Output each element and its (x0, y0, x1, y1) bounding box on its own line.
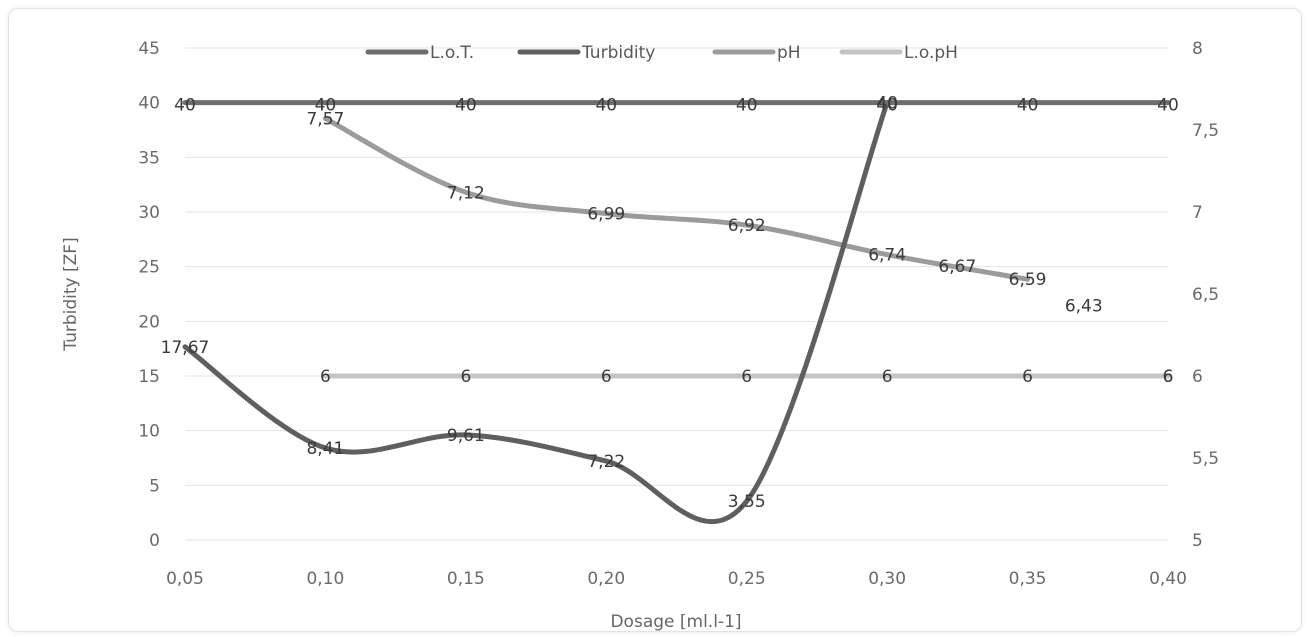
legend-label: L.o.T. (430, 43, 474, 63)
legend-label: Turbidity (581, 43, 655, 63)
data-label-turbidity: 8,41 (306, 439, 344, 459)
data-label-l-o-ph: 6 (1022, 367, 1033, 387)
data-label-l-o-t: 40 (315, 96, 337, 116)
data-label-turbidity: 9,61 (447, 426, 485, 446)
x-tick-label: 0,20 (587, 569, 625, 589)
y-axis-title: Turbidity [ZF] (61, 237, 81, 351)
data-label-l-o-t: 40 (455, 96, 477, 116)
y-tick-label: 35 (138, 148, 160, 168)
y-tick-label: 40 (138, 94, 160, 114)
data-label-extra: 6 (1163, 367, 1174, 387)
x-tick-label: 0,35 (1009, 569, 1047, 589)
y-tick-label: 30 (138, 203, 160, 223)
y2-tick-label: 6,5 (1192, 285, 1219, 305)
y2-tick-label: 8 (1192, 39, 1203, 59)
chart-card (8, 8, 1302, 632)
legend-label: pH (777, 43, 801, 63)
y2-tick-label: 6 (1192, 367, 1203, 387)
data-label-extra: 6,67 (938, 257, 976, 277)
data-label-turbidity: 7,22 (587, 452, 625, 472)
data-label-l-o-t: 40 (1157, 96, 1179, 116)
x-tick-label: 0,25 (728, 569, 766, 589)
y2-tick-label: 7,5 (1192, 121, 1219, 141)
data-label-ph: 6,92 (728, 216, 766, 236)
y2-tick-label: 5 (1192, 531, 1203, 551)
axis-ticks: 0 5 10 15 20 25 30 35 40 45 5 5,5 6 6,5 7 7,5 8 0,05 0,10 0… (138, 39, 1219, 589)
data-label-ph: 6,74 (868, 246, 906, 266)
data-label-l-o-ph: 6 (1163, 367, 1174, 387)
y2-tick-label: 7 (1192, 203, 1203, 223)
data-label-ph: 6,59 (1009, 270, 1047, 290)
y-tick-label: 15 (138, 367, 160, 387)
y-tick-label: 20 (138, 312, 160, 332)
data-label-l-o-t: 40 (595, 96, 617, 116)
y-tick-label: 0 (149, 531, 160, 551)
y-tick-label: 25 (138, 258, 160, 278)
series-line-turbidity (182, 100, 890, 525)
x-tick-label: 0,05 (166, 569, 204, 589)
data-labels: 6 6 6 6 6 6 6 7,57 7,12 6,99 6,92 6,74 6,59 17,67 8,41… (161, 94, 1179, 513)
data-label-ph: 7,57 (306, 110, 344, 130)
series (182, 100, 1171, 525)
data-label-l-o-t: 40 (174, 96, 196, 116)
y-tick-label: 5 (149, 476, 160, 496)
legend-label: L.o.pH (904, 43, 958, 63)
data-label-ph: 6,99 (587, 205, 625, 225)
data-label-turbidity: 17,67 (161, 338, 210, 358)
y-tick-label: 45 (138, 39, 160, 59)
data-label-l-o-ph: 6 (882, 367, 893, 387)
data-label-l-o-t: 40 (876, 96, 898, 116)
data-label-l-o-ph: 6 (320, 367, 331, 387)
data-label-extra: 6,43 (1065, 296, 1103, 316)
x-tick-label: 0,10 (306, 569, 344, 589)
y2-tick-label: 5,5 (1192, 449, 1219, 469)
data-label-l-o-ph: 6 (460, 367, 471, 387)
data-label-l-o-ph: 6 (601, 367, 612, 387)
y-tick-label: 10 (138, 422, 160, 442)
data-label-turbidity: 3,55 (728, 492, 766, 512)
data-label-l-o-ph: 6 (741, 367, 752, 387)
x-axis-title: Dosage [ml.l-1] (610, 612, 741, 632)
data-label-ph: 7,12 (447, 183, 485, 203)
data-label-l-o-t: 40 (736, 96, 758, 116)
series-line-ph (322, 116, 1031, 282)
data-label-l-o-t: 40 (1017, 96, 1039, 116)
x-tick-label: 0,40 (1149, 569, 1187, 589)
data-label-turbidity: 40 (876, 94, 898, 114)
x-tick-label: 0,30 (868, 569, 906, 589)
legend: L.o.T. Turbidity pH L.o.pH (365, 43, 958, 63)
x-tick-label: 0,15 (447, 569, 485, 589)
